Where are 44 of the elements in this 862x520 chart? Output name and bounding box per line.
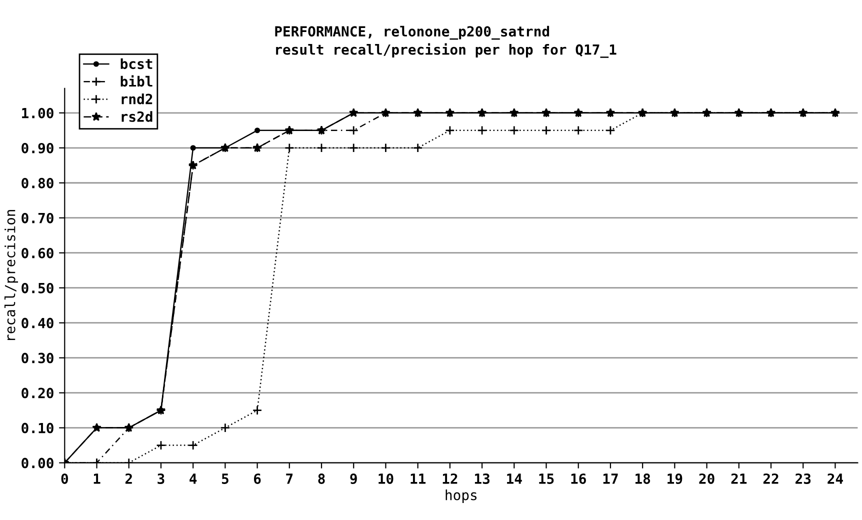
- x-tick-label: 5: [222, 474, 228, 484]
- x-tick-label: 16: [571, 473, 586, 484]
- y-tick-label: 1.00: [22, 108, 54, 118]
- x-tick-label: 9: [350, 474, 357, 484]
- legend-label: bibl: [120, 75, 152, 87]
- x-tick-label: 4: [190, 474, 197, 484]
- x-tick-label: 18: [635, 473, 650, 484]
- x-tick-label: 13: [474, 473, 490, 484]
- x-tick-label: 1: [94, 474, 100, 484]
- chart-title: PERFORMANCE, relonone_p200_satrnd: [275, 26, 550, 40]
- y-tick-label: 0.50: [22, 282, 54, 294]
- x-tick-label: 2: [125, 473, 132, 484]
- x-tick-label: 23: [796, 473, 811, 484]
- y-tick-label: 0.00: [22, 458, 54, 468]
- y-tick-label: 0.60: [22, 248, 54, 258]
- y-tick-label: 0.40: [22, 318, 54, 328]
- y-tick-label: 0.70: [22, 212, 54, 224]
- x-tick-label: 20: [699, 473, 714, 484]
- x-tick-label: 15: [539, 474, 554, 484]
- x-tick-label: 7: [286, 474, 293, 484]
- x-tick-label: 21: [731, 473, 747, 484]
- x-tick-label: 17: [603, 474, 618, 484]
- x-tick-label: 8: [318, 473, 325, 484]
- x-tick-label: 11: [410, 474, 426, 484]
- y-tick-label: 0.10: [22, 422, 54, 434]
- x-tick-label: 14: [507, 474, 522, 484]
- x-tick-label: 0: [61, 473, 68, 484]
- x-tick-label: 24: [828, 473, 843, 484]
- y-axis-title: recall/precision: [4, 210, 18, 340]
- y-tick-label: 0.30: [22, 352, 54, 364]
- x-tick-label: 12: [442, 473, 458, 484]
- x-tick-label: 10: [378, 473, 394, 484]
- legend-label: rnd2: [122, 94, 152, 104]
- x-tick-label: 6: [254, 473, 261, 484]
- y-tick-label: 0.80: [22, 178, 54, 188]
- y-tick-label: 0.90: [22, 142, 54, 154]
- legend-label: bcst: [120, 58, 152, 70]
- x-axis-title: hops: [446, 490, 477, 503]
- x-tick-label: 19: [668, 474, 682, 484]
- legend-label: rs2d: [122, 111, 152, 122]
- x-tick-label: 3: [158, 473, 164, 484]
- x-tick-label: 22: [763, 473, 778, 484]
- chart-subtitle: result recall/precision per hop for Q17_1: [276, 43, 616, 58]
- y-tick-label: 0.20: [22, 388, 54, 398]
